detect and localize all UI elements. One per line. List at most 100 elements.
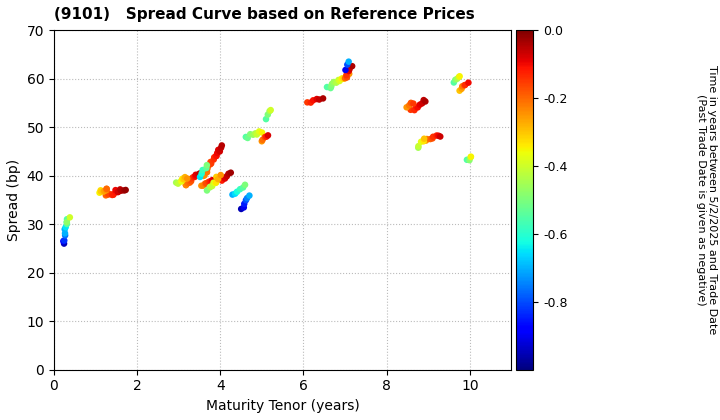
Point [338, 75, 349, 82]
Point [330, 79, 342, 86]
Point [196, 170, 207, 177]
Point [199, 169, 211, 176]
Point [333, 76, 344, 83]
Point [418, 138, 429, 144]
Point [408, 100, 419, 107]
Point [205, 178, 217, 185]
Point [204, 161, 216, 168]
Point [210, 152, 222, 159]
X-axis label: Maturity Tenor (years): Maturity Tenor (years) [206, 399, 359, 413]
Point [328, 79, 340, 85]
Point [464, 157, 475, 163]
Point [59, 230, 71, 236]
Point [95, 188, 107, 195]
Point [465, 154, 477, 160]
Point [194, 170, 206, 177]
Point [176, 178, 187, 185]
Point [180, 181, 192, 188]
Point [265, 107, 276, 113]
Point [180, 182, 192, 189]
Point [248, 131, 259, 138]
Point [210, 179, 221, 186]
Point [341, 72, 352, 79]
Point [241, 195, 253, 202]
Point [201, 187, 212, 194]
Point [253, 128, 265, 135]
Point [110, 189, 122, 196]
Point [264, 108, 275, 115]
Point [184, 179, 196, 186]
Point [339, 75, 351, 81]
Point [212, 150, 223, 156]
Point [196, 182, 207, 189]
Point [251, 131, 263, 138]
Point [311, 96, 323, 102]
Point [189, 173, 200, 180]
Point [186, 175, 197, 182]
Point [201, 165, 212, 171]
Point [100, 192, 112, 199]
Point [102, 191, 114, 198]
Text: (9101)   Spread Curve based on Reference Prices: (9101) Spread Curve based on Reference P… [54, 7, 474, 22]
Point [219, 175, 230, 181]
Point [405, 100, 417, 106]
Point [456, 83, 468, 90]
Point [420, 136, 431, 143]
Point [262, 132, 274, 139]
Point [261, 133, 272, 140]
Point [318, 95, 329, 102]
Point [101, 187, 112, 194]
Point [208, 156, 220, 163]
Point [215, 144, 227, 151]
Point [120, 186, 132, 193]
Point [456, 85, 467, 92]
Point [415, 139, 427, 145]
Point [343, 66, 355, 73]
Point [61, 220, 73, 227]
Point [449, 76, 461, 83]
Point [199, 180, 211, 187]
Point [250, 130, 261, 136]
Point [307, 97, 319, 104]
Point [412, 104, 423, 111]
Point [238, 204, 250, 211]
Point [61, 219, 73, 226]
Point [172, 180, 184, 187]
Point [95, 187, 107, 194]
Point [302, 99, 313, 106]
Point [321, 84, 333, 90]
Point [448, 79, 459, 86]
Point [189, 173, 201, 179]
Point [326, 81, 338, 87]
Point [325, 83, 337, 90]
Point [343, 58, 354, 65]
Point [214, 148, 225, 155]
Point [459, 82, 470, 89]
Point [101, 185, 112, 192]
Point [234, 186, 246, 192]
Point [210, 179, 222, 186]
Point [403, 102, 415, 109]
Point [98, 188, 109, 195]
Point [205, 160, 217, 167]
Point [202, 169, 213, 176]
Point [190, 171, 202, 178]
Point [240, 134, 251, 140]
Point [112, 188, 124, 195]
Point [61, 219, 73, 226]
Point [305, 99, 317, 106]
Point [341, 74, 353, 81]
Point [325, 85, 336, 92]
Y-axis label: Time in years between 5/2/2025 and Trade Date
(Past Trade Date is given as negat: Time in years between 5/2/2025 and Trade… [696, 65, 717, 335]
Point [238, 200, 250, 207]
Point [454, 87, 465, 94]
Point [197, 182, 209, 189]
Point [461, 156, 472, 163]
Point [201, 162, 212, 168]
Point [418, 138, 429, 144]
Point [418, 97, 429, 103]
Point [262, 111, 274, 118]
Point [343, 71, 355, 77]
Point [101, 191, 112, 197]
Point [260, 116, 271, 123]
